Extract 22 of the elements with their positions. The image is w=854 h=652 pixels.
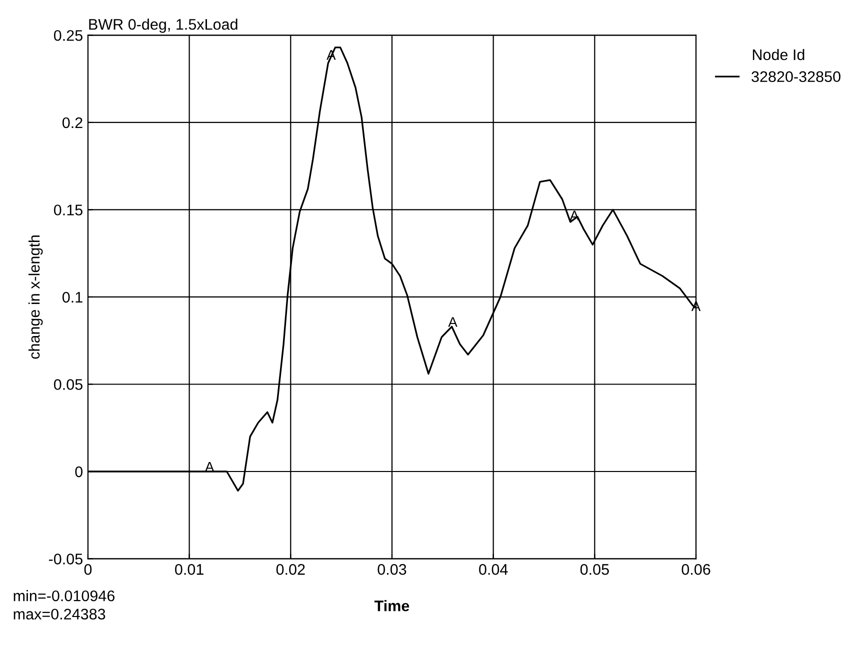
y-tick-label: 0.05	[54, 379, 82, 390]
x-tick-label: 0	[84, 564, 92, 575]
x-tick-label: 0.02	[276, 564, 305, 575]
y-tick-label: 0.25	[54, 30, 82, 41]
annotation: A	[448, 317, 458, 327]
legend-title: Node Id	[752, 48, 804, 60]
x-tick-label: 0.05	[580, 564, 609, 575]
x-axis-title: Time	[374, 600, 410, 612]
text: max=0.24383	[14, 608, 106, 620]
x-tick-label: 0.01	[175, 564, 204, 575]
x-tick-label: 0.04	[479, 564, 508, 575]
x-tick-label: 0.06	[682, 564, 710, 575]
chart-title: BWR 0-deg, 1.5xLoad	[89, 18, 238, 33]
y-tick-label: 0.1	[62, 292, 82, 303]
y-tick-label: 0.2	[62, 117, 82, 128]
text: min=-0.010946	[14, 590, 114, 602]
y-tick-label: 0.15	[54, 204, 82, 216]
x-tick-label: 0.03	[378, 564, 406, 575]
legend-label: 32820-32850	[752, 71, 840, 82]
y-tick-label: 0	[75, 466, 83, 478]
y-tick-label: -0.05	[48, 554, 82, 564]
y-axis-title: change in x-length	[28, 236, 43, 359]
